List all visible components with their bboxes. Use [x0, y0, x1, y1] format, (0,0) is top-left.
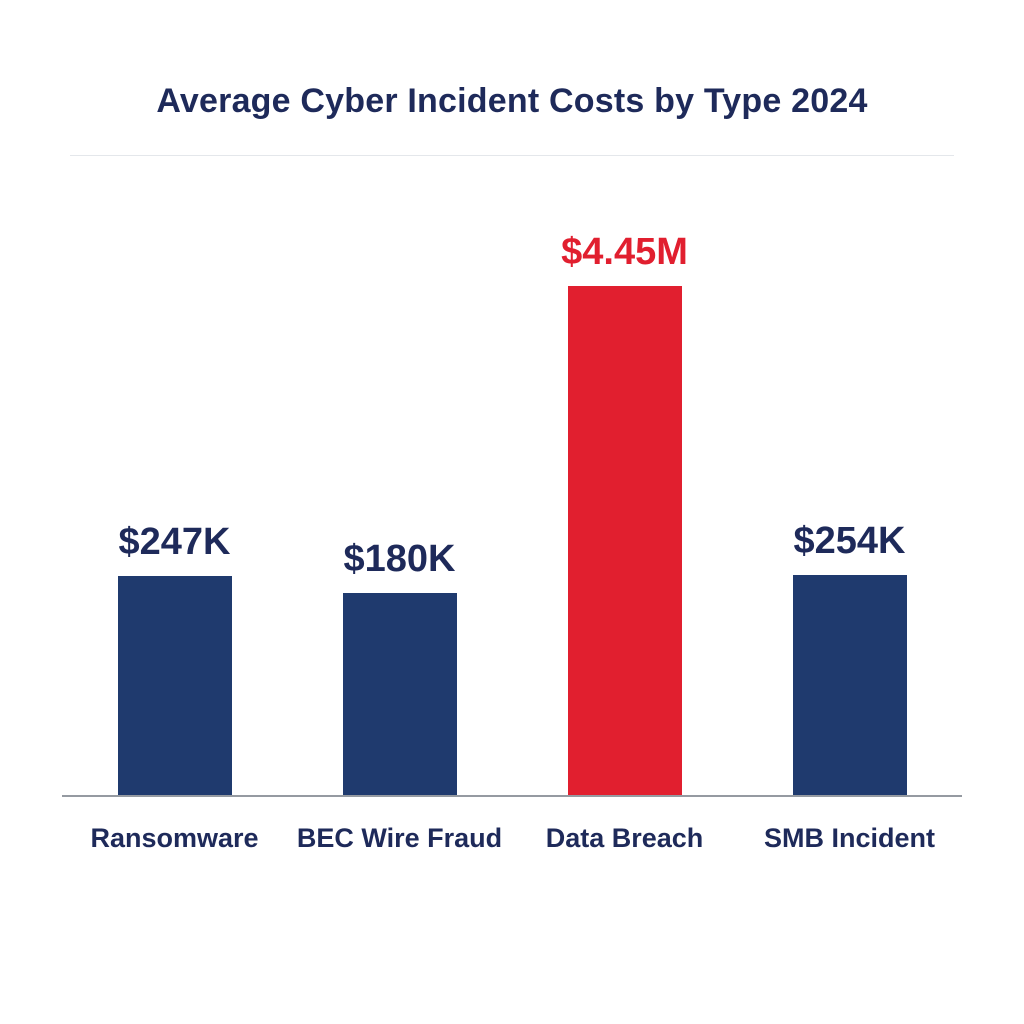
category-label-smb-incident: SMB Incident [763, 823, 935, 853]
category-label-data-breach: Data Breach [545, 823, 704, 853]
bar-value-label-ransomware: $247K [118, 521, 231, 563]
bar-column-bec-wire-fraud: $180K [287, 186, 512, 795]
bar-smb-incident [792, 575, 907, 795]
bar-column-data-breach: $4.45M [512, 186, 737, 795]
category-labels-row: Ransomware BEC Wire Fraud Data Breach SMB I… [62, 823, 962, 854]
bars-row: $247K $180K $4.45M $254K [62, 186, 962, 795]
bar-column-smb-incident: $254K [737, 186, 962, 795]
bar-bec-wire-fraud [342, 593, 457, 795]
bar-column-ransomware: $247K [62, 186, 287, 795]
bar-value-label-bec-wire-fraud: $180K [343, 538, 456, 580]
bar-value-label-smb-incident: $254K [793, 520, 906, 562]
bar-value-label-data-breach: $4.45M [561, 231, 688, 273]
bar-data-breach [567, 286, 682, 795]
title-divider [70, 155, 954, 156]
x-axis-line [62, 795, 962, 797]
bar-ransomware [117, 576, 232, 795]
category-label-bec-wire-fraud: BEC Wire Fraud [296, 823, 503, 853]
category-label-ransomware: Ransomware [90, 823, 259, 853]
chart-title: Average Cyber Incident Costs by Type 202… [156, 82, 868, 120]
plot-area: $247K $180K $4.45M $254K Ransomware BEC Wire… [62, 186, 962, 854]
